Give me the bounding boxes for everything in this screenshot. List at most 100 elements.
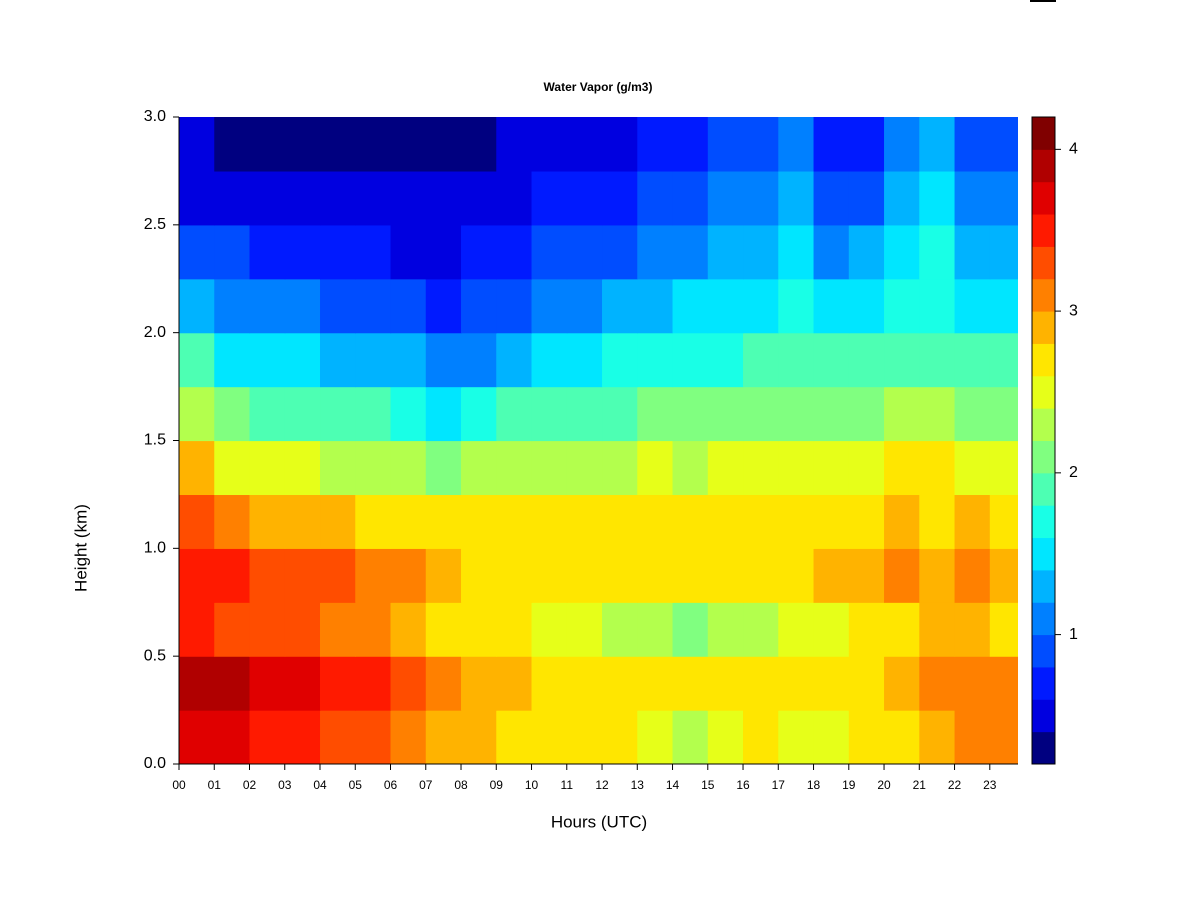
heatmap-cell xyxy=(214,440,251,496)
heatmap-cell xyxy=(989,117,1018,172)
heatmap-cell xyxy=(531,170,568,226)
heatmap-cell xyxy=(249,548,286,603)
heatmap-cell xyxy=(602,386,638,442)
heatmap-cell xyxy=(496,494,533,549)
heatmap-cell xyxy=(249,117,286,172)
x-tick-label: 05 xyxy=(349,778,363,792)
colorbar-band xyxy=(1032,505,1055,539)
heatmap-cell xyxy=(989,548,1018,603)
heatmap-cell xyxy=(919,440,956,496)
heatmap-cell xyxy=(813,117,850,172)
heatmap-cell xyxy=(884,656,920,711)
heatmap-cell xyxy=(954,332,991,388)
heatmap-cell xyxy=(179,117,215,172)
heatmap-cell xyxy=(214,170,251,226)
heatmap-cell xyxy=(884,386,920,442)
colorbar-band xyxy=(1032,666,1055,700)
heatmap-cell xyxy=(743,602,779,657)
heatmap-cell xyxy=(249,170,286,226)
heatmap-cell xyxy=(602,656,638,711)
colorbar-band xyxy=(1032,440,1055,474)
heatmap-cell xyxy=(214,602,251,657)
heatmap-cell xyxy=(284,494,321,549)
heatmap-cell xyxy=(249,494,286,549)
heatmap-cell xyxy=(425,332,462,388)
colorbar-tick-label: 2 xyxy=(1069,464,1078,481)
heatmap-cell xyxy=(672,224,709,280)
heatmap-cell xyxy=(602,170,638,226)
heatmap-cell xyxy=(355,494,392,549)
y-tick-label: 0.0 xyxy=(144,755,166,772)
heatmap-cell xyxy=(813,386,850,442)
heatmap-cell xyxy=(884,224,920,280)
heatmap-cell xyxy=(672,170,709,226)
heatmap-cell xyxy=(531,710,568,764)
heatmap-cell xyxy=(989,710,1018,764)
y-tick-label: 2.5 xyxy=(144,216,166,233)
heatmap-cell xyxy=(355,117,392,172)
x-tick-label: 04 xyxy=(313,778,327,792)
heatmap-cell xyxy=(848,278,885,334)
heatmap-cell xyxy=(813,494,850,549)
heatmap-cell xyxy=(778,332,815,388)
heatmap-cell xyxy=(179,494,215,549)
heatmap-cell xyxy=(249,224,286,280)
colorbar-band xyxy=(1032,246,1055,280)
x-tick-label: 12 xyxy=(595,778,609,792)
heatmap-cell xyxy=(954,656,991,711)
heatmap-cell xyxy=(743,494,779,549)
colorbar-band xyxy=(1032,278,1055,312)
heatmap-cell xyxy=(390,332,427,388)
heatmap-cell xyxy=(919,332,956,388)
y-tick-label: 1.0 xyxy=(144,540,166,557)
heatmap-cell xyxy=(496,386,533,442)
colorbar-band xyxy=(1032,214,1055,247)
heatmap-cell xyxy=(743,548,779,603)
heatmap-cell xyxy=(707,440,744,496)
heatmap-cell xyxy=(743,440,779,496)
heatmap-cell xyxy=(637,170,674,226)
heatmap-cell xyxy=(848,548,885,603)
heatmap-cell xyxy=(813,602,850,657)
heatmap-cell xyxy=(848,170,885,226)
colorbar-band xyxy=(1032,149,1055,183)
heatmap-cell xyxy=(355,170,392,226)
heatmap-cell xyxy=(602,710,638,764)
heatmap-cell xyxy=(707,386,744,442)
heatmap-cell xyxy=(249,602,286,657)
heatmap-cell xyxy=(390,386,427,442)
heatmap-cell xyxy=(390,548,427,603)
heatmap-cell xyxy=(602,224,638,280)
heatmap-cell xyxy=(461,278,497,334)
heatmap-cell xyxy=(778,386,815,442)
heatmap-cell xyxy=(566,278,603,334)
x-tick-label: 21 xyxy=(913,778,927,792)
heatmap-cell xyxy=(566,656,603,711)
heatmap-cell xyxy=(566,224,603,280)
heatmap-cell xyxy=(778,117,815,172)
heatmap-cell xyxy=(884,332,920,388)
heatmap-cell xyxy=(425,440,462,496)
heatmap-cell xyxy=(778,170,815,226)
heatmap-cell xyxy=(637,224,674,280)
heatmap-cell xyxy=(672,602,709,657)
heatmap-cell xyxy=(496,224,533,280)
heatmap-cell xyxy=(813,548,850,603)
heatmap-cell xyxy=(425,386,462,442)
heatmap-cell xyxy=(284,386,321,442)
colorbar-tick-label: 1 xyxy=(1069,626,1078,643)
heatmap-cell xyxy=(743,710,779,764)
heatmap-cell xyxy=(778,224,815,280)
heatmap-cell xyxy=(813,224,850,280)
heatmap-cell xyxy=(355,602,392,657)
y-axis-label: Height (km) xyxy=(71,504,90,592)
heatmap-cell xyxy=(320,440,356,496)
heatmap-cell xyxy=(989,332,1018,388)
heatmap-cell xyxy=(496,656,533,711)
heatmap-cell xyxy=(602,332,638,388)
heatmap-cell xyxy=(848,332,885,388)
heatmap-cell xyxy=(355,710,392,764)
heatmap-cell xyxy=(743,170,779,226)
heatmap-cell xyxy=(884,602,920,657)
